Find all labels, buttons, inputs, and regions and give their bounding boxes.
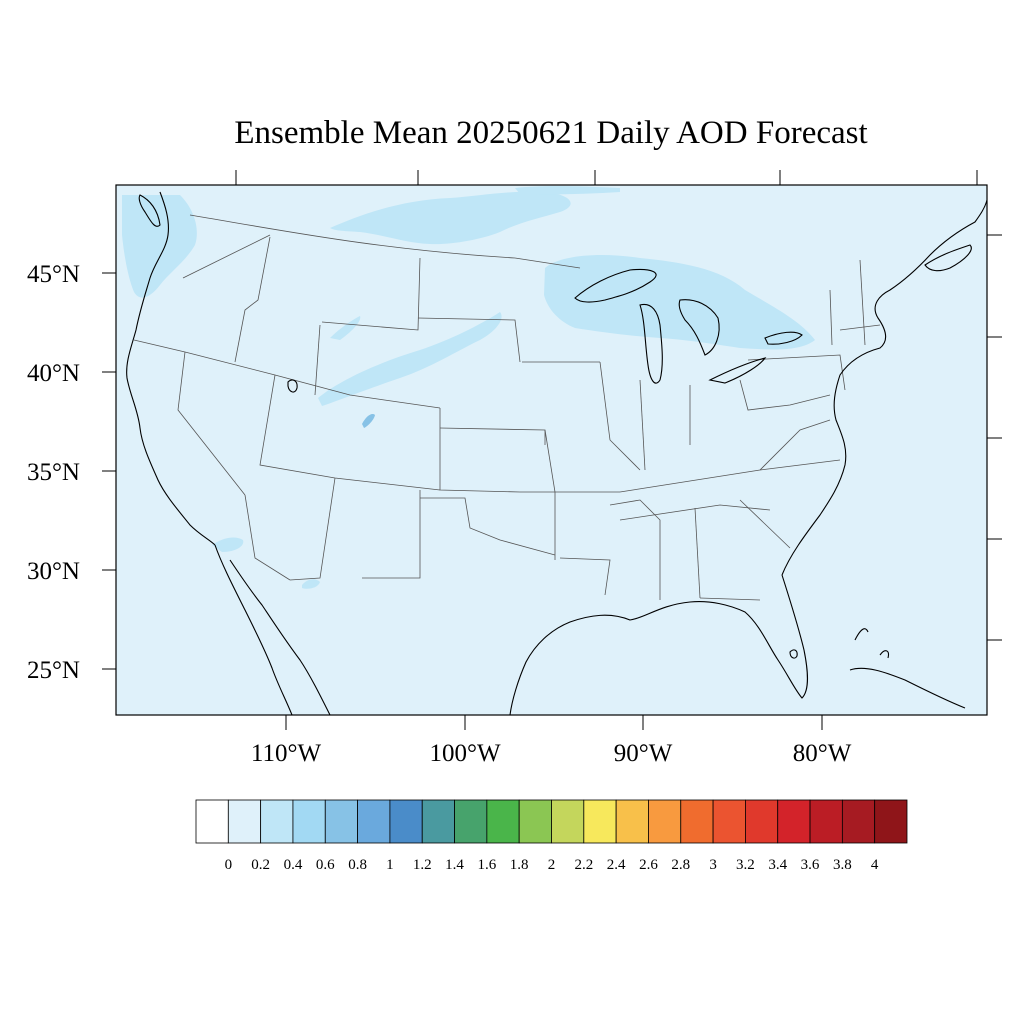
pacific-coast <box>126 191 216 546</box>
colorbar <box>195 799 908 844</box>
colorbar-swatch <box>648 799 682 844</box>
colorbar-tick-label: 2.6 <box>639 857 658 873</box>
vancouver-island <box>138 194 161 227</box>
colorbar-swatch <box>260 799 294 844</box>
colorbar-tick-label: 1.8 <box>510 857 529 873</box>
latitude-labels: 45°N 40°N 35°N 30°N 25°N <box>27 261 80 684</box>
lake-huron <box>678 299 720 356</box>
atlantic-coast <box>781 199 987 576</box>
lat-label: 35°N <box>27 459 80 486</box>
colorbar-tick-label: 3 <box>709 857 717 873</box>
colorbar-tick-label: 1 <box>386 857 394 873</box>
colorbar-tick-label: 0.6 <box>316 857 335 873</box>
gulf-mexico-west <box>229 559 331 715</box>
florida-lake <box>789 649 798 659</box>
colorbar-swatch <box>551 799 585 844</box>
colorbar-tick-label: 0.4 <box>284 857 303 873</box>
colorbar-swatch <box>324 799 358 844</box>
colorbar-tick-label: 3.4 <box>768 857 787 873</box>
colorbar-swatch <box>841 799 876 844</box>
colorbar-swatch <box>357 799 391 844</box>
colorbar-tick-label: 1.2 <box>413 857 432 873</box>
colorbar-swatch <box>745 799 779 844</box>
map-frame <box>115 184 988 716</box>
colorbar-swatch <box>615 799 649 844</box>
lat-label: 40°N <box>27 360 80 387</box>
baja-coast <box>214 544 293 715</box>
colorbar-swatch <box>518 799 552 844</box>
colorbar-swatch <box>712 799 746 844</box>
colorbar-swatch <box>777 799 811 844</box>
canada-north-plume <box>330 191 571 245</box>
colorbar-labels: 0 0.2 0.4 0.6 0.8 1 1.2 1.4 1.6 1.8 2 2.2 2.4 2.6 2.8 3… <box>225 857 879 873</box>
colorbar-tick-label: 3.6 <box>801 857 820 873</box>
bahamas <box>854 628 889 659</box>
gulf-coast <box>509 574 809 715</box>
newmexico-spot <box>302 579 320 589</box>
lon-label: 90°W <box>614 740 673 767</box>
colorbar-swatch <box>454 799 488 844</box>
colorbar-swatch <box>486 799 520 844</box>
lat-label: 25°N <box>27 657 80 684</box>
nova-scotia <box>924 244 972 272</box>
colorbar-swatch <box>874 799 908 844</box>
longitude-labels: 110°W 100°W 90°W 80°W <box>251 740 852 767</box>
lon-label: 110°W <box>251 740 322 767</box>
aod-plumes <box>122 186 815 589</box>
lake-michigan <box>639 303 663 384</box>
colorbar-tick-label: 0.8 <box>348 857 367 873</box>
wyoming-streak <box>318 312 502 406</box>
colorbar-tick-label: 0 <box>225 857 233 873</box>
colorbar-swatch <box>195 799 229 844</box>
colorbar-tick-label: 3.2 <box>736 857 755 873</box>
montana-streak <box>330 316 361 340</box>
colorbar-tick-label: 2 <box>548 857 556 873</box>
colorbar-tick-label: 2.4 <box>607 857 626 873</box>
lake-ontario <box>764 331 803 345</box>
coastlines <box>126 191 987 715</box>
great-salt-lake <box>287 379 298 393</box>
colorbar-swatch <box>292 799 326 844</box>
colorbar-tick-label: 2.8 <box>671 857 690 873</box>
colorbar-swatch <box>680 799 714 844</box>
lake-erie <box>708 357 767 384</box>
colorbar-tick-label: 1.4 <box>445 857 464 873</box>
pacific-northwest-plume <box>122 195 197 298</box>
arizona-spot <box>212 537 244 552</box>
colorbar-swatch <box>583 799 617 844</box>
colorbar-swatch <box>227 799 262 844</box>
lake-superior <box>574 268 657 303</box>
colorbar-tick-label: 2.2 <box>574 857 593 873</box>
canada-top-plume <box>515 186 620 195</box>
lat-label: 30°N <box>27 558 80 585</box>
colorbar-swatch <box>809 799 843 844</box>
state-borders <box>133 214 881 601</box>
lat-label: 45°N <box>27 261 80 288</box>
colorbar-tick-label: 1.6 <box>477 857 496 873</box>
colorbar-tick-label: 0.2 <box>251 857 270 873</box>
colorado-spot <box>362 414 375 428</box>
colorbar-swatch <box>421 799 455 844</box>
colorbar-tick-label: 4 <box>871 857 879 873</box>
cuba-coast <box>849 667 966 709</box>
colorbar-swatch <box>389 799 423 844</box>
colorbar-tick-label: 3.8 <box>833 857 852 873</box>
lon-label: 80°W <box>793 740 852 767</box>
lon-label: 100°W <box>429 740 500 767</box>
map-title: Ensemble Mean 20250621 Daily AOD Forecas… <box>234 115 867 151</box>
axis-ticks <box>102 170 1002 730</box>
